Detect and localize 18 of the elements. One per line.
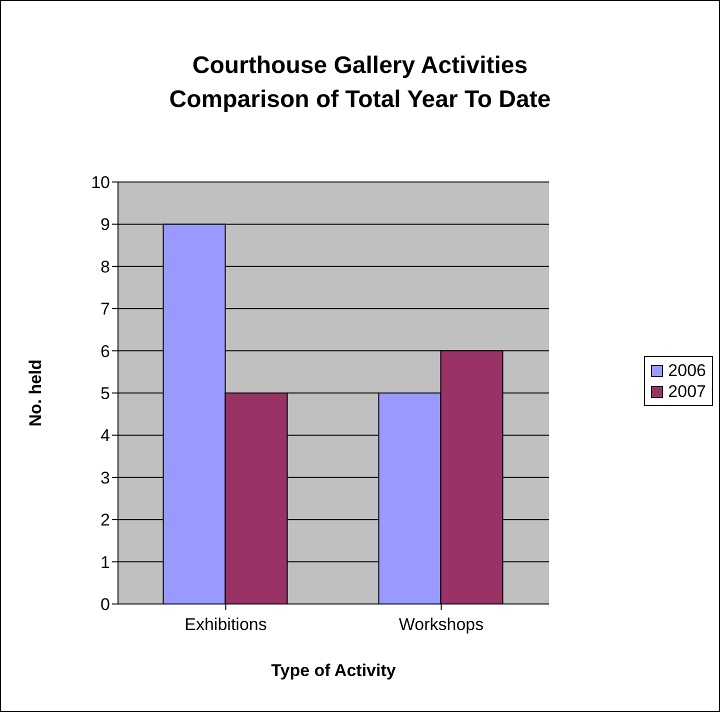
y-tick-label: 10 (91, 173, 110, 192)
y-axis-title: No. held (26, 359, 46, 427)
y-tick-label: 8 (100, 257, 110, 276)
y-tick-label: 2 (100, 510, 110, 530)
legend-label: 2006 (668, 360, 706, 381)
y-tick-label: 9 (100, 215, 110, 234)
legend-label: 2007 (668, 381, 706, 402)
y-tick-label: 3 (100, 468, 110, 488)
y-tick-label: 1 (100, 552, 110, 572)
y-tick-label: 6 (100, 342, 110, 361)
y-tick-label: 7 (100, 300, 110, 319)
x-tick-label: Workshops (398, 615, 484, 634)
x-axis-title: Type of Activity (271, 661, 396, 680)
y-tick-label: 0 (100, 595, 110, 614)
y-tick-label: 5 (100, 384, 110, 404)
x-tick-label: Exhibitions (184, 615, 267, 634)
y-tick-label: 4 (100, 426, 110, 446)
chart-title: Courthouse Gallery Activities Comparison of Total Year To Date (168, 51, 552, 115)
